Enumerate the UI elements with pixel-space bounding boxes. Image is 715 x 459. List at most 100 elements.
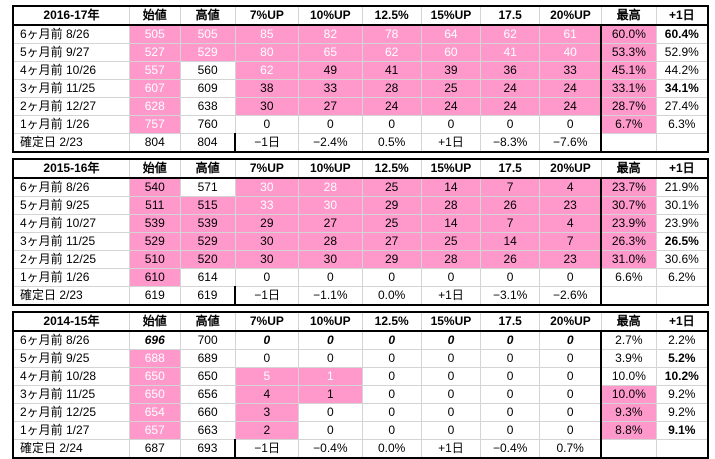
table-cell: 0.0% xyxy=(362,286,422,306)
table-row: 5ヶ月前 9/25 688 689 0 0 0 0 0 0 3.9% 5.2% xyxy=(11,349,709,368)
row-label: 3ヶ月前 11/25 xyxy=(11,79,130,98)
data-table-block: 2014-15年 始値 高値 7%UP 10%UP 12.5% 15%UP 17.5 20%UP… xyxy=(11,311,709,459)
column-header: +1日 xyxy=(656,311,709,332)
table-cell: 27.4% xyxy=(656,97,709,116)
table-cell xyxy=(656,439,709,459)
table-cell: 7 xyxy=(480,178,541,197)
table-cell: 804 xyxy=(129,133,181,153)
table-cell: 31.0% xyxy=(601,250,657,269)
table-cell: 28 xyxy=(362,79,422,98)
table-cell: 60.0% xyxy=(601,25,657,44)
table-cell: 5 xyxy=(235,367,300,386)
table-row: 4ヶ月前 10/28 650 650 5 1 0 0 0 0 10.0% 10.2% xyxy=(11,367,709,386)
column-header: 最高 xyxy=(601,311,657,332)
table-cell: 0 xyxy=(235,268,300,287)
table-cell: 0 xyxy=(480,349,541,368)
column-header: 15%UP xyxy=(421,158,482,179)
row-label: 4ヶ月前 10/28 xyxy=(11,367,130,386)
table-cell: 5.2% xyxy=(656,349,709,368)
table-cell: 26 xyxy=(480,196,541,215)
table-cell: 0 xyxy=(362,115,422,134)
table-cell: 619 xyxy=(180,286,237,306)
table-cell: 0 xyxy=(539,421,603,440)
table-cell: 650 xyxy=(180,367,236,386)
table-cell: 30.7% xyxy=(601,196,657,215)
header-row: 2016-17年 始値 高値 7%UP 10%UP 12.5% 15%UP 17.5 20%UP… xyxy=(11,5,709,26)
table-cell: 45.1% xyxy=(601,61,657,80)
column-header: 12.5% xyxy=(362,5,422,26)
row-label: 4ヶ月前 10/26 xyxy=(11,61,130,80)
table-cell: 0 xyxy=(539,349,603,368)
table-cell: 0 xyxy=(298,115,363,134)
table-cell: 688 xyxy=(129,349,181,368)
table-cell: 654 xyxy=(129,403,181,422)
table-cell: 39 xyxy=(421,61,482,80)
table-cell: 26.3% xyxy=(601,232,657,251)
table-cell: 27 xyxy=(298,97,363,116)
table-cell: 0 xyxy=(421,331,482,350)
table-cell: 49 xyxy=(298,61,363,80)
table-cell: 6.6% xyxy=(601,268,657,287)
table-cell: 40 xyxy=(539,43,603,62)
table-cell: 30 xyxy=(298,250,363,269)
row-label: 1ヶ月前 1/26 xyxy=(11,268,130,287)
table-cell: 60.4% xyxy=(656,25,709,44)
table-cell: −3.1% xyxy=(480,286,541,306)
header-row: 2014-15年 始値 高値 7%UP 10%UP 12.5% 15%UP 17.5 20%UP… xyxy=(11,311,709,332)
table-cell: 64 xyxy=(421,25,482,44)
row-label: 6ヶ月前 8/26 xyxy=(11,331,130,350)
row-label: 5ヶ月前 9/27 xyxy=(11,43,130,62)
column-header: 最高 xyxy=(601,5,657,26)
table-cell: 757 xyxy=(129,115,181,134)
table-cell: 0 xyxy=(298,421,363,440)
table-cell: 8.8% xyxy=(601,421,657,440)
table-cell: 0 xyxy=(235,115,300,134)
column-header: 12.5% xyxy=(362,311,422,332)
table-row: 1ヶ月前 1/26 757 760 0 0 0 0 0 0 6.7% 6.3% xyxy=(11,115,709,134)
table-cell: 539 xyxy=(129,214,181,233)
table-cell: 30.6% xyxy=(656,250,709,269)
table-cell: 4 xyxy=(539,178,603,197)
table-cell: 571 xyxy=(180,178,236,197)
table-cell: 0 xyxy=(362,268,422,287)
table-cell: 33 xyxy=(539,61,603,80)
table-cell: 41 xyxy=(362,61,422,80)
table-cell: 693 xyxy=(180,439,237,459)
table-cell: 27 xyxy=(298,214,363,233)
table-cell: 29 xyxy=(235,214,300,233)
table-cell: 0 xyxy=(298,403,363,422)
table-cell: 53.3% xyxy=(601,43,657,62)
table-row: 1ヶ月前 1/26 610 614 0 0 0 0 0 0 6.6% 6.2% xyxy=(11,268,709,287)
table-cell: 24 xyxy=(362,97,422,116)
table-cell: 52.9% xyxy=(656,43,709,62)
table-cell: 30 xyxy=(235,97,300,116)
table-cell: 30.1% xyxy=(656,196,709,215)
table-cell: 1 xyxy=(298,367,363,386)
table-row: 6ヶ月前 8/26 540 571 30 28 25 14 7 4 23.7% 21.9% xyxy=(11,178,709,197)
table-row: 6ヶ月前 8/26 696 700 0 0 0 0 0 0 2.7% 2.2% xyxy=(11,331,709,350)
table-cell: 760 xyxy=(180,115,236,134)
table-row: 3ヶ月前 11/25 529 529 30 28 27 25 14 7 26.3% 26.5% xyxy=(11,232,709,251)
row-label: 5ヶ月前 9/25 xyxy=(11,196,130,215)
table-cell: 29 xyxy=(362,196,422,215)
table-cell: 65 xyxy=(298,43,363,62)
table-cell: −7.6% xyxy=(539,133,603,153)
table-cell: 689 xyxy=(180,349,236,368)
table-row: 5ヶ月前 9/25 511 515 33 30 29 28 26 23 30.7% 30.1% xyxy=(11,196,709,215)
table-cell: 3 xyxy=(235,403,300,422)
table-cell: 6.7% xyxy=(601,115,657,134)
table-cell: 9.3% xyxy=(601,403,657,422)
column-header: 12.5% xyxy=(362,158,422,179)
table-cell: 14 xyxy=(421,178,482,197)
table-cell: 560 xyxy=(180,61,236,80)
row-label: 確定日 2/23 xyxy=(11,133,130,153)
table-cell: 29 xyxy=(362,250,422,269)
table-cell: 38 xyxy=(235,79,300,98)
table-cell: 804 xyxy=(180,133,237,153)
table-cell: 26 xyxy=(480,250,541,269)
table-cell: 515 xyxy=(180,196,236,215)
table-cell: 9.2% xyxy=(656,403,709,422)
table-cell: 656 xyxy=(180,385,236,404)
table-cell: 21.9% xyxy=(656,178,709,197)
